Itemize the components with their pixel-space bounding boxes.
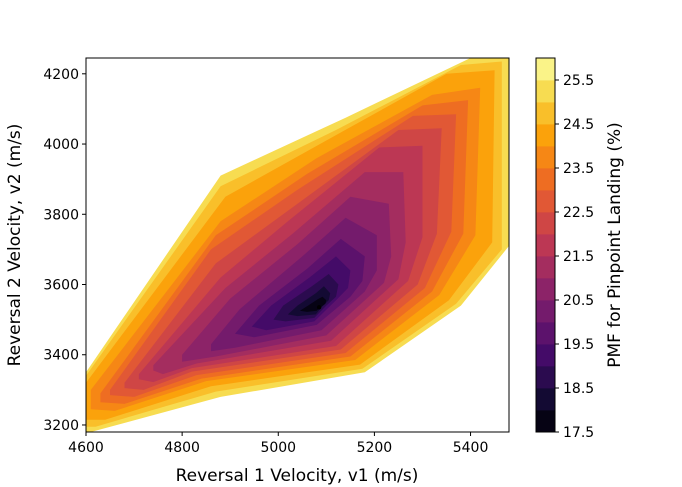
x-tick-label: 5000: [260, 440, 296, 456]
colorbar-band: [536, 212, 555, 235]
x-tick-label: 5200: [357, 440, 393, 456]
plot-frame: [85, 57, 510, 433]
colorbar-bands: [536, 58, 555, 433]
colorbar-tick-label: 24.5: [563, 117, 594, 133]
colorbar-tick-label: 18.5: [563, 381, 594, 397]
colorbar-tick-label: 25.5: [563, 73, 594, 89]
colorbar-tick-label: 23.5: [563, 161, 594, 177]
colorbar-band: [536, 58, 555, 81]
colorbar-band: [536, 366, 555, 389]
colorbar-band: [536, 102, 555, 125]
plot-area: [85, 57, 510, 433]
y-tick-label: 3800: [43, 207, 79, 223]
x-axis: 4600 4800 5000 5200 5400: [68, 432, 488, 456]
colorbar-band: [536, 322, 555, 345]
colorbar-band: [536, 80, 555, 103]
colorbar-ticks: 17.5 18.5 19.5 20.5 21.5 22.5 23.5 24.5 25.5: [555, 73, 594, 441]
colorbar-tick-label: 20.5: [563, 293, 594, 309]
y-tick-label: 3200: [43, 418, 79, 434]
contour-level-15: [299, 296, 327, 312]
colorbar: 17.5 18.5 19.5 20.5 21.5 22.5 23.5 24.5 25.5 PMF…: [535, 57, 625, 441]
colorbar-band: [536, 388, 555, 411]
colorbar-band: [536, 278, 555, 301]
colorbar-band: [536, 300, 555, 323]
y-tick-label: 4200: [43, 67, 79, 83]
y-tick-label: 3600: [43, 278, 79, 294]
colorbar-band: [536, 234, 555, 257]
colorbar-tick-label: 19.5: [563, 337, 594, 353]
y-axis-title: Reversal 2 Velocity, v2 (m/s): [5, 124, 25, 367]
colorbar-band: [536, 168, 555, 191]
colorbar-tick-label: 21.5: [563, 249, 594, 265]
colorbar-band: [536, 344, 555, 367]
y-axis: 3200 3400 3600 3800 4000 4200: [43, 67, 86, 434]
contour-level-13: [273, 274, 339, 322]
y-tick-label: 3400: [43, 348, 79, 364]
colorbar-tick-label: 22.5: [563, 205, 594, 221]
colorbar-frame: [535, 57, 556, 433]
x-tick-label: 5400: [453, 440, 489, 456]
colorbar-band: [536, 124, 555, 147]
x-tick-label: 4600: [68, 440, 104, 456]
colorbar-band: [536, 410, 555, 433]
colorbar-band: [536, 256, 555, 279]
colorbar-band: [536, 190, 555, 213]
minimum-marker: [316, 305, 322, 310]
x-tick-label: 4800: [164, 440, 200, 456]
contour-fills: [86, 58, 509, 432]
contour-level-12: [251, 256, 351, 331]
colorbar-label: PMF for Pinpoint Landing (%): [605, 122, 625, 368]
y-tick-label: 4000: [43, 137, 79, 153]
x-axis-title: Reversal 1 Velocity, v1 (m/s): [176, 466, 419, 486]
colorbar-tick-label: 17.5: [563, 425, 594, 441]
colorbar-band: [536, 146, 555, 169]
